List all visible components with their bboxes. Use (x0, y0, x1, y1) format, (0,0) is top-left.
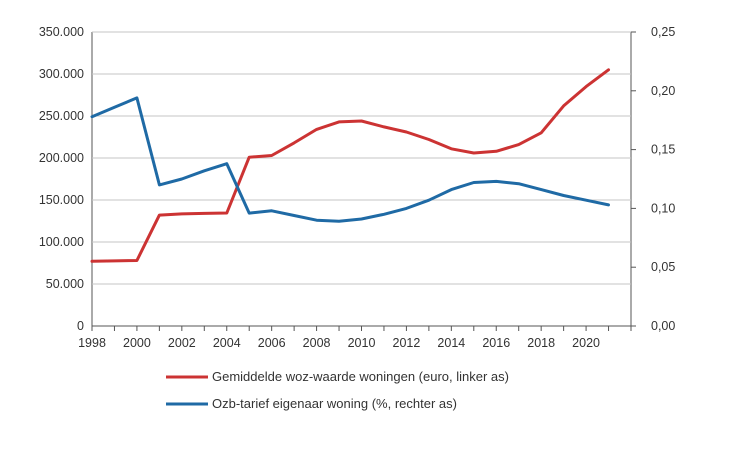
x-tick-label: 1998 (78, 336, 106, 350)
legend-label-ozb: Ozb-tarief eigenaar woning (%, rechter a… (212, 396, 457, 411)
x-tick-label: 2010 (348, 336, 376, 350)
right-axis-ticks: 0,00 0,05 0,10 0,15 0,20 0,25 (631, 25, 675, 333)
series-line-ozb (90, 96, 610, 223)
right-tick-label: 0,25 (651, 25, 675, 39)
right-tick-label: 0,15 (651, 143, 675, 157)
right-tick-label: 0,20 (651, 84, 675, 98)
x-tick-label: 2002 (168, 336, 196, 350)
series-line-woz (90, 68, 610, 263)
right-tick-label: 0,05 (651, 260, 675, 274)
x-tick-label: 2000 (123, 336, 151, 350)
legend-item-woz: Gemiddelde woz-waarde woningen (euro, li… (166, 369, 509, 384)
x-tick-label: 2004 (213, 336, 241, 350)
gridlines (92, 31, 631, 327)
x-tick-label: 2008 (303, 336, 331, 350)
x-tick-label: 2016 (482, 336, 510, 350)
x-tick-label: 2020 (572, 336, 600, 350)
left-tick-label: 300.000 (39, 67, 84, 81)
left-tick-label: 350.000 (39, 25, 84, 39)
x-tick-label: 2014 (437, 336, 465, 350)
x-tick-label: 2012 (393, 336, 421, 350)
x-tick-label: 2006 (258, 336, 286, 350)
legend-label-woz: Gemiddelde woz-waarde woningen (euro, li… (212, 369, 509, 384)
right-tick-label: 0,00 (651, 319, 675, 333)
left-tick-label: 200.000 (39, 151, 84, 165)
left-axis-ticks: 0 50.000 100.000 150.000 200.000 250.000 300.0… (39, 25, 84, 333)
plot-area (91, 32, 632, 326)
legend-item-ozb: Ozb-tarief eigenaar woning (%, rechter a… (166, 396, 457, 411)
left-tick-label: 50.000 (46, 277, 84, 291)
series-layer (90, 68, 610, 263)
left-tick-label: 150.000 (39, 193, 84, 207)
left-tick-label: 100.000 (39, 235, 84, 249)
legend: Gemiddelde woz-waarde woningen (euro, li… (166, 369, 509, 411)
x-tick-label: 2018 (527, 336, 555, 350)
left-tick-label: 0 (77, 319, 84, 333)
right-tick-label: 0,10 (651, 201, 675, 215)
left-tick-label: 250.000 (39, 109, 84, 123)
x-axis-ticks: 1998 2000 2002 2004 2006 2008 2010 2012 2014 2016… (78, 326, 632, 350)
